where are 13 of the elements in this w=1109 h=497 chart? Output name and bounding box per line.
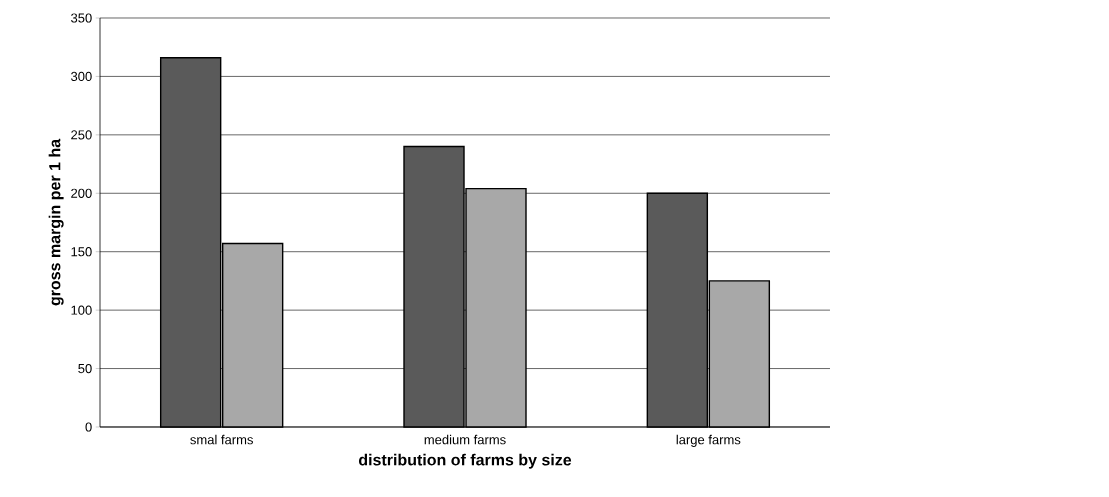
x-tick-label: large farms bbox=[676, 434, 741, 447]
y-tick-label: 300 bbox=[71, 71, 92, 82]
x-tick-label: smal farms bbox=[190, 434, 253, 445]
x-tick-label: medium farms bbox=[424, 434, 506, 445]
y-tick-label: 200 bbox=[71, 188, 92, 198]
y-tick-label: 0 bbox=[85, 422, 92, 432]
y-tick-label: 100 bbox=[71, 305, 92, 315]
y-tick-label: 350 bbox=[71, 13, 92, 23]
y-axis-title: gross margin per 1 ha bbox=[48, 138, 64, 306]
y-tick-label: 150 bbox=[71, 247, 92, 257]
y-tick-label: 50 bbox=[78, 363, 92, 374]
x-axis-title: distribution of farms by size bbox=[358, 453, 572, 469]
y-tick-label: 250 bbox=[71, 130, 92, 140]
